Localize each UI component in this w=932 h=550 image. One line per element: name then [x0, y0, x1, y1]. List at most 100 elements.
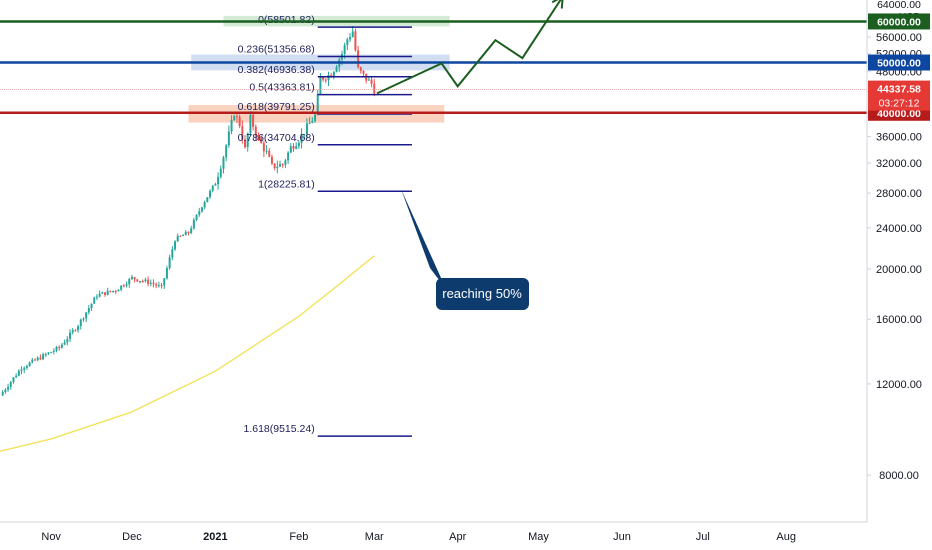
candle-body	[120, 285, 123, 290]
candle-body	[74, 330, 77, 332]
fib-level-label: 0.5(43363.81)	[249, 82, 314, 94]
x-tick-label: Jul	[696, 531, 710, 543]
horizontal-levels	[0, 20, 867, 115]
candle-body	[249, 114, 252, 134]
candle-body	[133, 277, 136, 280]
candle-body	[305, 123, 308, 135]
candle-body	[308, 122, 311, 124]
candle-body	[276, 166, 279, 169]
candle-body	[233, 116, 236, 121]
candle-body	[303, 134, 306, 136]
candle-body	[190, 228, 193, 234]
projection-line	[376, 0, 562, 95]
candle-body	[42, 354, 45, 360]
candle-body	[1, 392, 4, 396]
candle-body	[160, 285, 163, 287]
annotation-callout: reaching 50%	[401, 189, 529, 310]
candle-body	[176, 235, 179, 242]
candle-body	[359, 67, 362, 71]
annotation-box	[436, 278, 529, 310]
projection-arrowhead	[551, 0, 564, 9]
candle-body	[200, 207, 203, 212]
candle-body	[322, 77, 325, 80]
candle-body	[260, 137, 263, 144]
candle-body	[125, 284, 128, 286]
x-tick-label: Aug	[776, 531, 796, 543]
x-tick-label: Nov	[41, 531, 61, 543]
y-tick-label: 28000.00	[876, 188, 922, 200]
fib-level-label: 0.382(46936.38)	[238, 64, 315, 76]
candle-body	[141, 280, 144, 282]
candle-body	[314, 114, 317, 122]
fib-level-label: 0.786(34704.68)	[238, 132, 315, 144]
candle-body	[93, 297, 96, 304]
candle-body	[300, 134, 303, 143]
x-tick-label: Apr	[449, 531, 466, 543]
candle-body	[122, 285, 125, 287]
candle-body	[130, 277, 133, 280]
candle-body	[155, 284, 158, 286]
candle-body	[351, 31, 354, 37]
annotation-text: reaching 50%	[442, 286, 522, 301]
candle-body	[211, 185, 214, 191]
candle-body	[36, 357, 39, 361]
x-tick-label: Feb	[289, 531, 308, 543]
candle-body	[192, 219, 195, 229]
level-price-tag-text: 50000.00	[877, 58, 921, 70]
candle-body	[152, 282, 155, 285]
fib-level-label: 0.236(51356.68)	[238, 43, 315, 55]
level-price-tag-text: 40000.00	[877, 108, 921, 120]
candle-body	[171, 249, 174, 258]
level-price-tag	[868, 54, 930, 71]
candle-body	[252, 114, 255, 127]
candle-body	[362, 70, 365, 74]
candle-body	[346, 39, 349, 46]
candle-body	[117, 289, 120, 292]
candle-body	[230, 120, 233, 132]
candle-body	[82, 318, 85, 320]
candle-body	[289, 146, 292, 153]
candle-body	[292, 146, 295, 149]
time-axis[interactable]: Nov Dec 2021 Feb Mar Apr May Jun Jul Aug	[0, 521, 867, 543]
moving-average-line	[0, 255, 375, 452]
candle-body	[195, 214, 198, 220]
candle-body	[157, 285, 160, 287]
candle-body	[222, 157, 225, 169]
candle-body	[147, 279, 150, 284]
candle-body	[179, 235, 182, 237]
price-axis[interactable]: USD 64000.00 8000.0012000.0016000.002000…	[866, 0, 922, 522]
candle-body	[284, 160, 287, 165]
candle-body	[279, 164, 282, 167]
candle-body	[139, 280, 142, 282]
candle-body	[174, 241, 177, 250]
candle-body	[98, 293, 101, 297]
candle-body	[23, 367, 26, 370]
candle-body	[15, 375, 18, 378]
candle-body	[343, 45, 346, 55]
candle-body	[95, 296, 98, 298]
candle-body	[198, 211, 201, 215]
candle-body	[227, 131, 230, 146]
fib-level-label: 1.618(9515.24)	[243, 423, 314, 435]
candle-body	[168, 257, 171, 269]
price-zones	[188, 15, 450, 123]
y-tick-label: 20000.00	[876, 264, 922, 276]
candle-body	[114, 290, 117, 292]
candle-body	[357, 50, 360, 68]
candle-body	[149, 282, 152, 284]
candle-body	[112, 290, 115, 292]
candle-body	[50, 352, 53, 354]
candle-body	[52, 350, 55, 353]
candle-body	[373, 83, 376, 94]
candle-body	[324, 79, 327, 81]
price-tags: 60000.00 50000.00 40000.00 44337.58 03:27:12	[868, 13, 930, 121]
candle-body	[101, 292, 104, 294]
candle-body	[332, 71, 335, 78]
candle-body	[90, 303, 93, 309]
x-tick-label: May	[528, 531, 549, 543]
moving-average	[0, 255, 375, 452]
candle-body	[71, 330, 74, 333]
candle-body	[7, 386, 10, 390]
candle-body	[25, 366, 28, 368]
